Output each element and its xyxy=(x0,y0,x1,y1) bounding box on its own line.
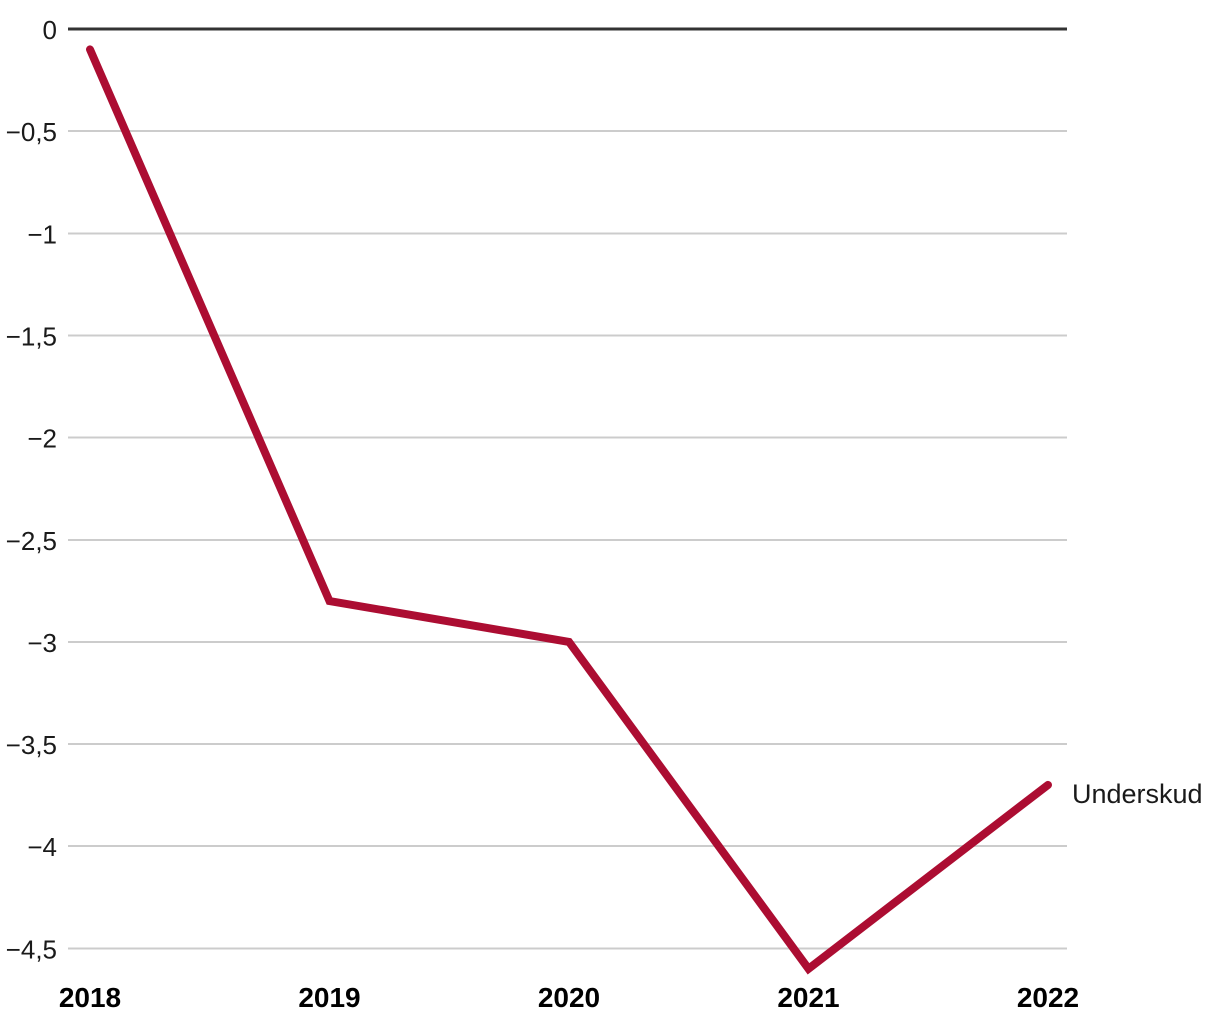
y-tick-label: −1 xyxy=(27,219,57,249)
x-tick-label: 2018 xyxy=(59,982,121,1013)
deficit-line xyxy=(86,45,1052,975)
y-tick-label: −3 xyxy=(27,628,57,658)
gridlines xyxy=(68,27,1067,950)
x-tick-label: 2019 xyxy=(298,982,360,1013)
y-tick-label: −1,5 xyxy=(6,321,57,351)
y-tick-label: −0,5 xyxy=(6,117,57,147)
y-axis-tick-labels: 0 −0,5 −1 −1,5 −2 −2,5 −3 −3,5 −4 −4,5 xyxy=(6,15,57,964)
y-tick-label: −2,5 xyxy=(6,526,57,556)
y-tick-label: −2 xyxy=(27,424,57,454)
y-tick-label: −4,5 xyxy=(6,934,57,964)
x-tick-label: 2021 xyxy=(777,982,839,1013)
series-label: Underskud xyxy=(1072,779,1203,809)
y-tick-label: 0 xyxy=(43,15,57,45)
x-tick-label: 2020 xyxy=(538,982,600,1013)
x-tick-label: 2022 xyxy=(1017,982,1079,1013)
data-series: Underskud xyxy=(86,45,1203,975)
y-tick-label: −4 xyxy=(27,832,57,862)
x-axis-tick-labels: 2018 2019 2020 2021 2022 xyxy=(59,982,1079,1013)
y-tick-label: −3,5 xyxy=(6,730,57,760)
